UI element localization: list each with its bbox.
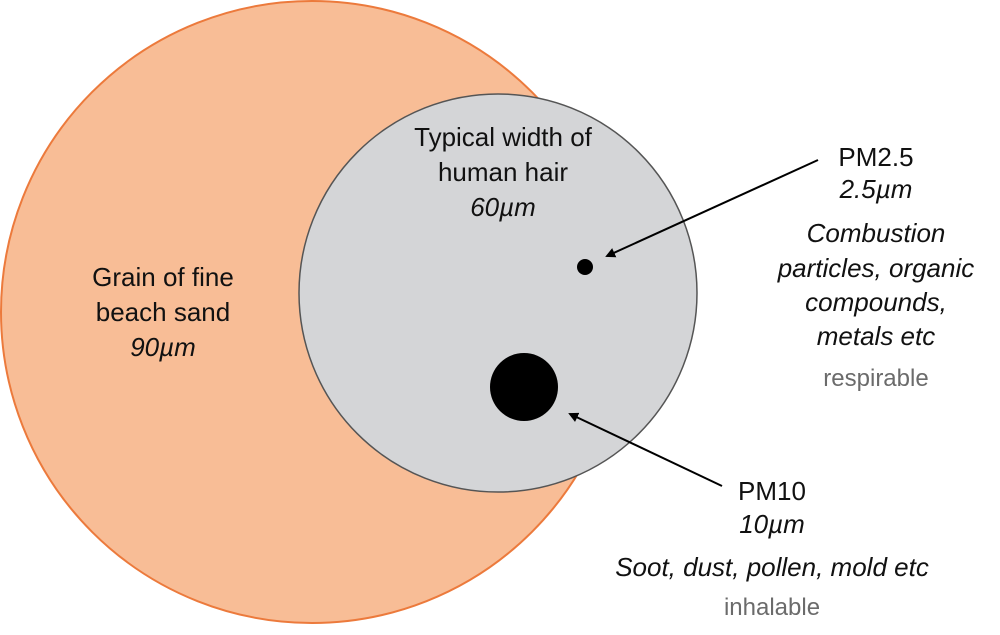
hair-label-line2: human hair	[438, 157, 568, 187]
pm10-name-label: PM10	[738, 476, 806, 506]
pm25-category-label: respirable	[823, 365, 928, 392]
pm25-desc-line1: Combustion	[807, 218, 946, 248]
pm25-size-label: 2.5µm	[839, 174, 913, 204]
sand-size-label: 90µm	[130, 332, 196, 362]
sand-label-line2: beach sand	[96, 297, 230, 327]
sand-label-line1: Grain of fine	[92, 262, 234, 292]
pm25-desc-line3: compounds,	[805, 287, 947, 317]
pm10-particle	[490, 353, 558, 421]
pm10-category-label: inhalable	[724, 594, 820, 621]
pm10-size-label: 10µm	[739, 509, 805, 539]
pm25-desc-line2: particles, organic	[777, 253, 975, 283]
hair-size-label: 60µm	[470, 192, 536, 222]
pm25-name-label: PM2.5	[838, 142, 913, 172]
pm10-arrow	[568, 412, 723, 487]
pm10-desc-label: Soot, dust, pollen, mold etc	[615, 552, 929, 582]
pm25-arrow	[605, 159, 819, 258]
hair-label-line1: Typical width of	[414, 122, 593, 152]
pm25-desc-line4: metals etc	[817, 321, 936, 351]
human-hair-circle	[298, 93, 698, 493]
pm25-particle	[577, 259, 593, 275]
